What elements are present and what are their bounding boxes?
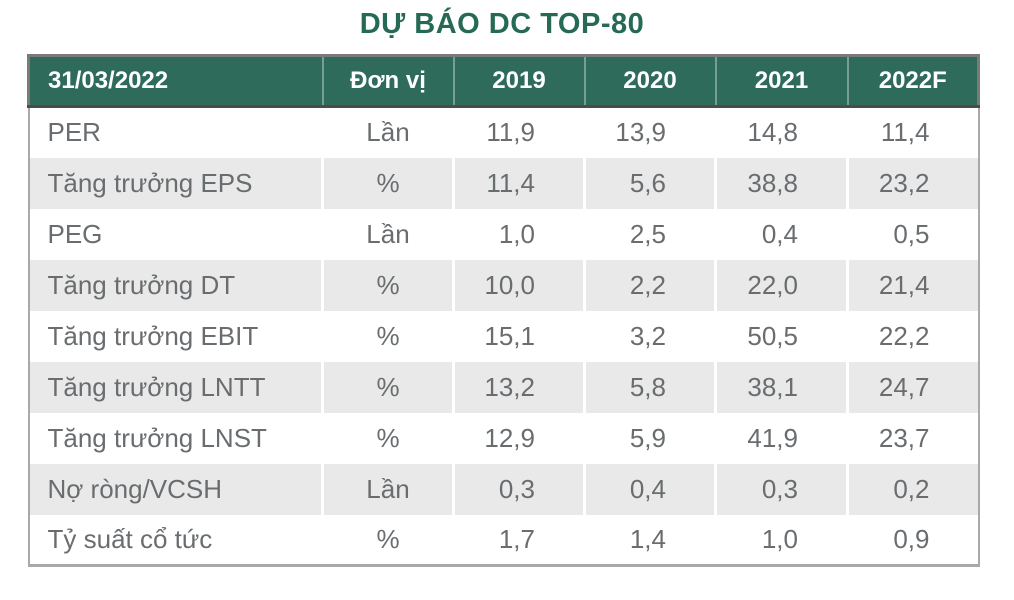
row-label-cell: PEG [27,208,323,260]
value-cell: 0,4 [583,463,716,515]
forecast-table: 31/03/2022 Đơn vị 2019 2020 2021 2022F P… [27,54,980,567]
row-label-cell: Tăng trưởng EBIT [27,310,323,362]
unit-cell: % [321,310,454,362]
value-cell: 24,7 [846,361,980,413]
table-body: PER Lần 11,9 13,9 14,8 11,4 Tăng trưởng EPS% 11… [27,106,980,567]
value-cell: 13,9 [583,106,716,158]
row-label-cell: Tỷ suất cổ tức [27,514,323,567]
value-cell: 13,2 [452,361,585,413]
value-cell: 5,8 [583,361,716,413]
table-row: Tăng trưởng LNST% 12,9 5,9 41,9 23,7 [27,412,980,464]
value-cell: 50,5 [714,310,848,362]
table-row: PEG Lần 1,0 2,5 0,4 0,5 [27,208,980,260]
unit-cell: % [321,157,454,209]
value-cell: 1,0 [714,514,848,567]
table-row: PER Lần 11,9 13,9 14,8 11,4 [27,106,980,158]
value-cell: 1,0 [452,208,585,260]
value-cell: 11,4 [846,106,980,158]
value-cell: 41,9 [714,412,848,464]
value-cell: 3,2 [583,310,716,362]
value-cell: 22,0 [714,259,848,311]
unit-cell: Lần [321,463,454,515]
header-cell-2022f: 2022F [846,54,980,108]
value-cell: 23,7 [846,412,980,464]
row-label-cell: PER [27,106,323,158]
value-cell: 38,8 [714,157,848,209]
value-cell: 2,5 [583,208,716,260]
unit-cell: Lần [321,106,454,158]
table-row: Tăng trưởng EBIT% 15,1 3,2 50,5 22,2 [27,310,980,362]
value-cell: 15,1 [452,310,585,362]
value-cell: 0,3 [714,463,848,515]
header-cell-unit: Đơn vị [321,54,454,108]
value-cell: 0,3 [452,463,585,515]
value-cell: 5,9 [583,412,716,464]
row-label-cell: Nợ ròng/VCSH [27,463,323,515]
value-cell: 14,8 [714,106,848,158]
value-cell: 10,0 [452,259,585,311]
value-cell: 23,2 [846,157,980,209]
value-cell: 22,2 [846,310,980,362]
unit-cell: % [321,412,454,464]
value-cell: 21,4 [846,259,980,311]
table-row: Tăng trưởng EPS% 11,4 5,6 38,8 23,2 [27,157,980,209]
page-title: DỰ BÁO DC TOP-80 [359,8,645,40]
row-label-cell: Tăng trưởng LNST [27,412,323,464]
value-cell: 2,2 [583,259,716,311]
value-cell: 1,7 [452,514,585,567]
header-cell-2021: 2021 [714,54,848,108]
table-row: Tăng trưởng DT% 10,0 2,2 22,0 21,4 [27,259,980,311]
value-cell: 11,4 [452,157,585,209]
row-label-cell: Tăng trưởng LNTT [27,361,323,413]
value-cell: 0,2 [846,463,980,515]
value-cell: 1,4 [583,514,716,567]
row-label-cell: Tăng trưởng EPS [27,157,323,209]
unit-cell: Lần [321,208,454,260]
table-row: Nợ ròng/VCSH Lần 0,3 0,4 0,3 0,2 [27,463,980,515]
table-row: Tỷ suất cổ tức% 1,7 1,4 1,0 0,9 [27,514,980,567]
unit-cell: % [321,514,454,567]
header-cell-2020: 2020 [583,54,716,108]
value-cell: 0,4 [714,208,848,260]
table-row: Tăng trưởng LNTT% 13,2 5,8 38,1 24,7 [27,361,980,413]
row-label-cell: Tăng trưởng DT [27,259,323,311]
value-cell: 38,1 [714,361,848,413]
value-cell: 0,9 [846,514,980,567]
value-cell: 5,6 [583,157,716,209]
unit-cell: % [321,361,454,413]
header-cell-date: 31/03/2022 [27,54,323,108]
value-cell: 11,9 [452,106,585,158]
value-cell: 0,5 [846,208,980,260]
header-cell-2019: 2019 [452,54,585,108]
table-header-row: 31/03/2022 Đơn vị 2019 2020 2021 2022F [27,54,980,108]
unit-cell: % [321,259,454,311]
value-cell: 12,9 [452,412,585,464]
